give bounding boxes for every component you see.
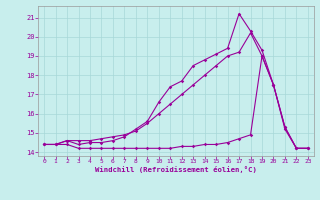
X-axis label: Windchill (Refroidissement éolien,°C): Windchill (Refroidissement éolien,°C) bbox=[95, 166, 257, 173]
